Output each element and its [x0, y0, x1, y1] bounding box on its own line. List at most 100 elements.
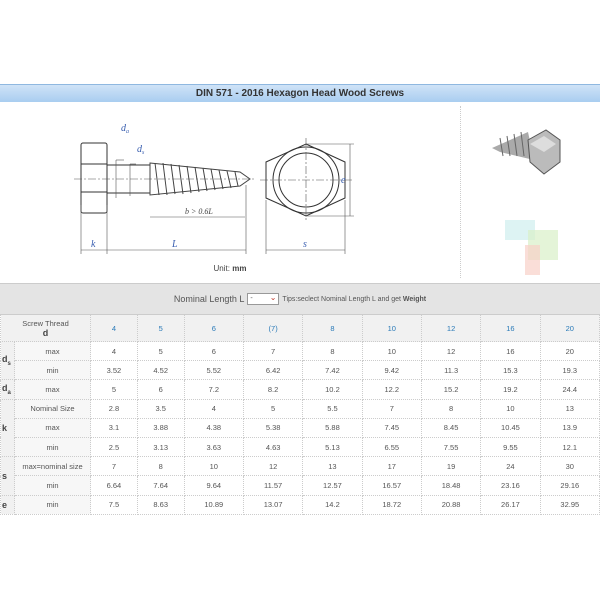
table-row: s max=nominal size 7 8 10 12 13 17 19 24 30: [0, 456, 600, 496]
value-cell: 7.64: [136, 475, 185, 496]
value-cell: 13: [539, 398, 600, 419]
value-cell: 12.2: [361, 379, 422, 400]
value-cell: 5.38: [242, 417, 304, 438]
value-cell: 18.72: [361, 494, 422, 515]
value-cell: 7.45: [361, 417, 422, 438]
value-cell: 8: [302, 340, 363, 362]
page-title: DIN 571 - 2016 Hexagon Head Wood Screws: [0, 84, 600, 102]
value-cell: 7.5: [90, 494, 138, 515]
s-label: s: [303, 239, 307, 250]
value-cell: 13.9: [539, 417, 600, 438]
value-cell: 23.16: [480, 475, 541, 496]
value-cell: 12.57: [302, 475, 363, 496]
value-cell: 17: [361, 456, 422, 477]
value-cell: 9.42: [361, 360, 422, 381]
value-cell: 32.95: [539, 494, 600, 515]
value-cell: 24: [480, 456, 541, 477]
value-cell: 5.52: [183, 360, 244, 381]
screw-thread-header: Screw Thread d: [0, 314, 91, 342]
value-cell: 15.3: [480, 360, 541, 381]
value-cell: 8: [420, 398, 482, 419]
symbol-cell: ds: [0, 340, 15, 381]
value-cell: 12.1: [539, 436, 600, 458]
value-cell: 4.52: [136, 360, 185, 381]
value-cell: 5: [90, 379, 138, 400]
row-label: min: [14, 494, 91, 515]
table-row: max 3.1 3.88 4.38 5.38 5.88 7.45 8.45 10.45 13.9: [1, 417, 600, 438]
table-row: k Nominal Size 2.8 3.5 4 5 5.5 7 8 10 13: [0, 398, 600, 458]
value-cell: 12: [242, 456, 304, 477]
value-cell: 20: [539, 340, 600, 362]
size-header: 6: [183, 314, 244, 342]
screw-photo: [492, 129, 561, 275]
symbol-cell: e: [0, 494, 15, 515]
value-cell: 4: [183, 398, 244, 419]
value-cell: 5: [242, 398, 304, 419]
symbol-cell: s: [0, 456, 15, 496]
k-label: k: [91, 239, 96, 250]
value-cell: 11.3: [420, 360, 482, 381]
value-cell: 3.5: [136, 398, 185, 419]
value-cell: 16: [480, 340, 541, 362]
value-cell: 10.2: [302, 379, 363, 400]
value-cell: 4.38: [183, 417, 244, 438]
value-cell: 10.89: [183, 494, 244, 515]
value-cell: 5.13: [302, 436, 363, 458]
value-cell: 8: [136, 456, 185, 477]
row-label: min: [14, 475, 91, 496]
table-row: min 6.64 7.64 9.64 11.57 12.57 16.57 18.48 23.16…: [1, 475, 600, 496]
value-cell: 8.2: [242, 379, 304, 400]
row-label: max=nominal size: [14, 456, 91, 477]
value-cell: 26.17: [480, 494, 541, 515]
value-cell: 13.07: [242, 494, 304, 515]
value-cell: 6.55: [361, 436, 422, 458]
table-row: ds max 4 5 6 7 8 10 12 16 20: [0, 340, 600, 381]
value-cell: 18.48: [420, 475, 482, 496]
value-cell: 5.5: [302, 398, 363, 419]
row-label: min: [14, 436, 91, 458]
value-cell: 6.64: [90, 475, 138, 496]
row-label: max: [14, 340, 91, 362]
value-cell: 7.55: [420, 436, 482, 458]
value-cell: 3.1: [90, 417, 138, 438]
value-cell: 12: [420, 340, 482, 362]
e-label: e: [341, 175, 346, 186]
value-cell: 4: [90, 340, 138, 362]
value-cell: 3.52: [90, 360, 138, 381]
table-row: da max 5 6 7.2 8.2 10.2 12.2 15.2 19.2 24.4: [0, 379, 600, 400]
divider: [460, 106, 461, 278]
symbol-cell: k: [0, 398, 15, 458]
value-cell: 3.13: [136, 436, 185, 458]
value-cell: 19: [420, 456, 482, 477]
size-header: 20: [539, 314, 600, 342]
value-cell: 29.16: [539, 475, 600, 496]
value-cell: 19.3: [539, 360, 600, 381]
value-cell: 3.63: [183, 436, 244, 458]
dimensions-table: Screw Thread d 4 5 6 (7) 8 10 12 16 20 ds max 4 5 6 7 8…: [0, 314, 600, 515]
value-cell: 8.45: [420, 417, 482, 438]
value-cell: 10.45: [480, 417, 541, 438]
unit-label: Unit: mm: [213, 264, 247, 273]
value-cell: 6: [183, 340, 244, 362]
table-row: min 2.5 3.13 3.63 4.63 5.13 6.55 7.55 9.55 12.1: [1, 436, 600, 458]
nominal-length-bar: Nominal Length L - ⌄ Tips:seclect Nominal…: [0, 283, 600, 315]
value-cell: 3.88: [136, 417, 185, 438]
size-header: 5: [136, 314, 185, 342]
value-cell: 9.55: [480, 436, 541, 458]
table-row: e min 7.5 8.63 10.89 13.07 14.2 18.72 20.88 26.17…: [0, 494, 600, 515]
value-cell: 7.2: [183, 379, 244, 400]
value-cell: 5: [136, 340, 185, 362]
value-cell: 15.2: [420, 379, 482, 400]
value-cell: 2.5: [90, 436, 138, 458]
value-cell: 24.4: [539, 379, 600, 400]
thread-length-label: b > 0.6L: [185, 207, 213, 216]
value-cell: 6.42: [242, 360, 304, 381]
value-cell: 16.57: [361, 475, 422, 496]
L-label: L: [171, 239, 178, 250]
value-cell: 11.57: [242, 475, 304, 496]
nominal-length-select[interactable]: - ⌄: [247, 293, 280, 305]
value-cell: 10: [361, 340, 422, 362]
tips-text: Tips:seclect Nominal Length L and get We…: [282, 295, 427, 303]
value-cell: 6: [136, 379, 185, 400]
value-cell: 7.42: [302, 360, 363, 381]
